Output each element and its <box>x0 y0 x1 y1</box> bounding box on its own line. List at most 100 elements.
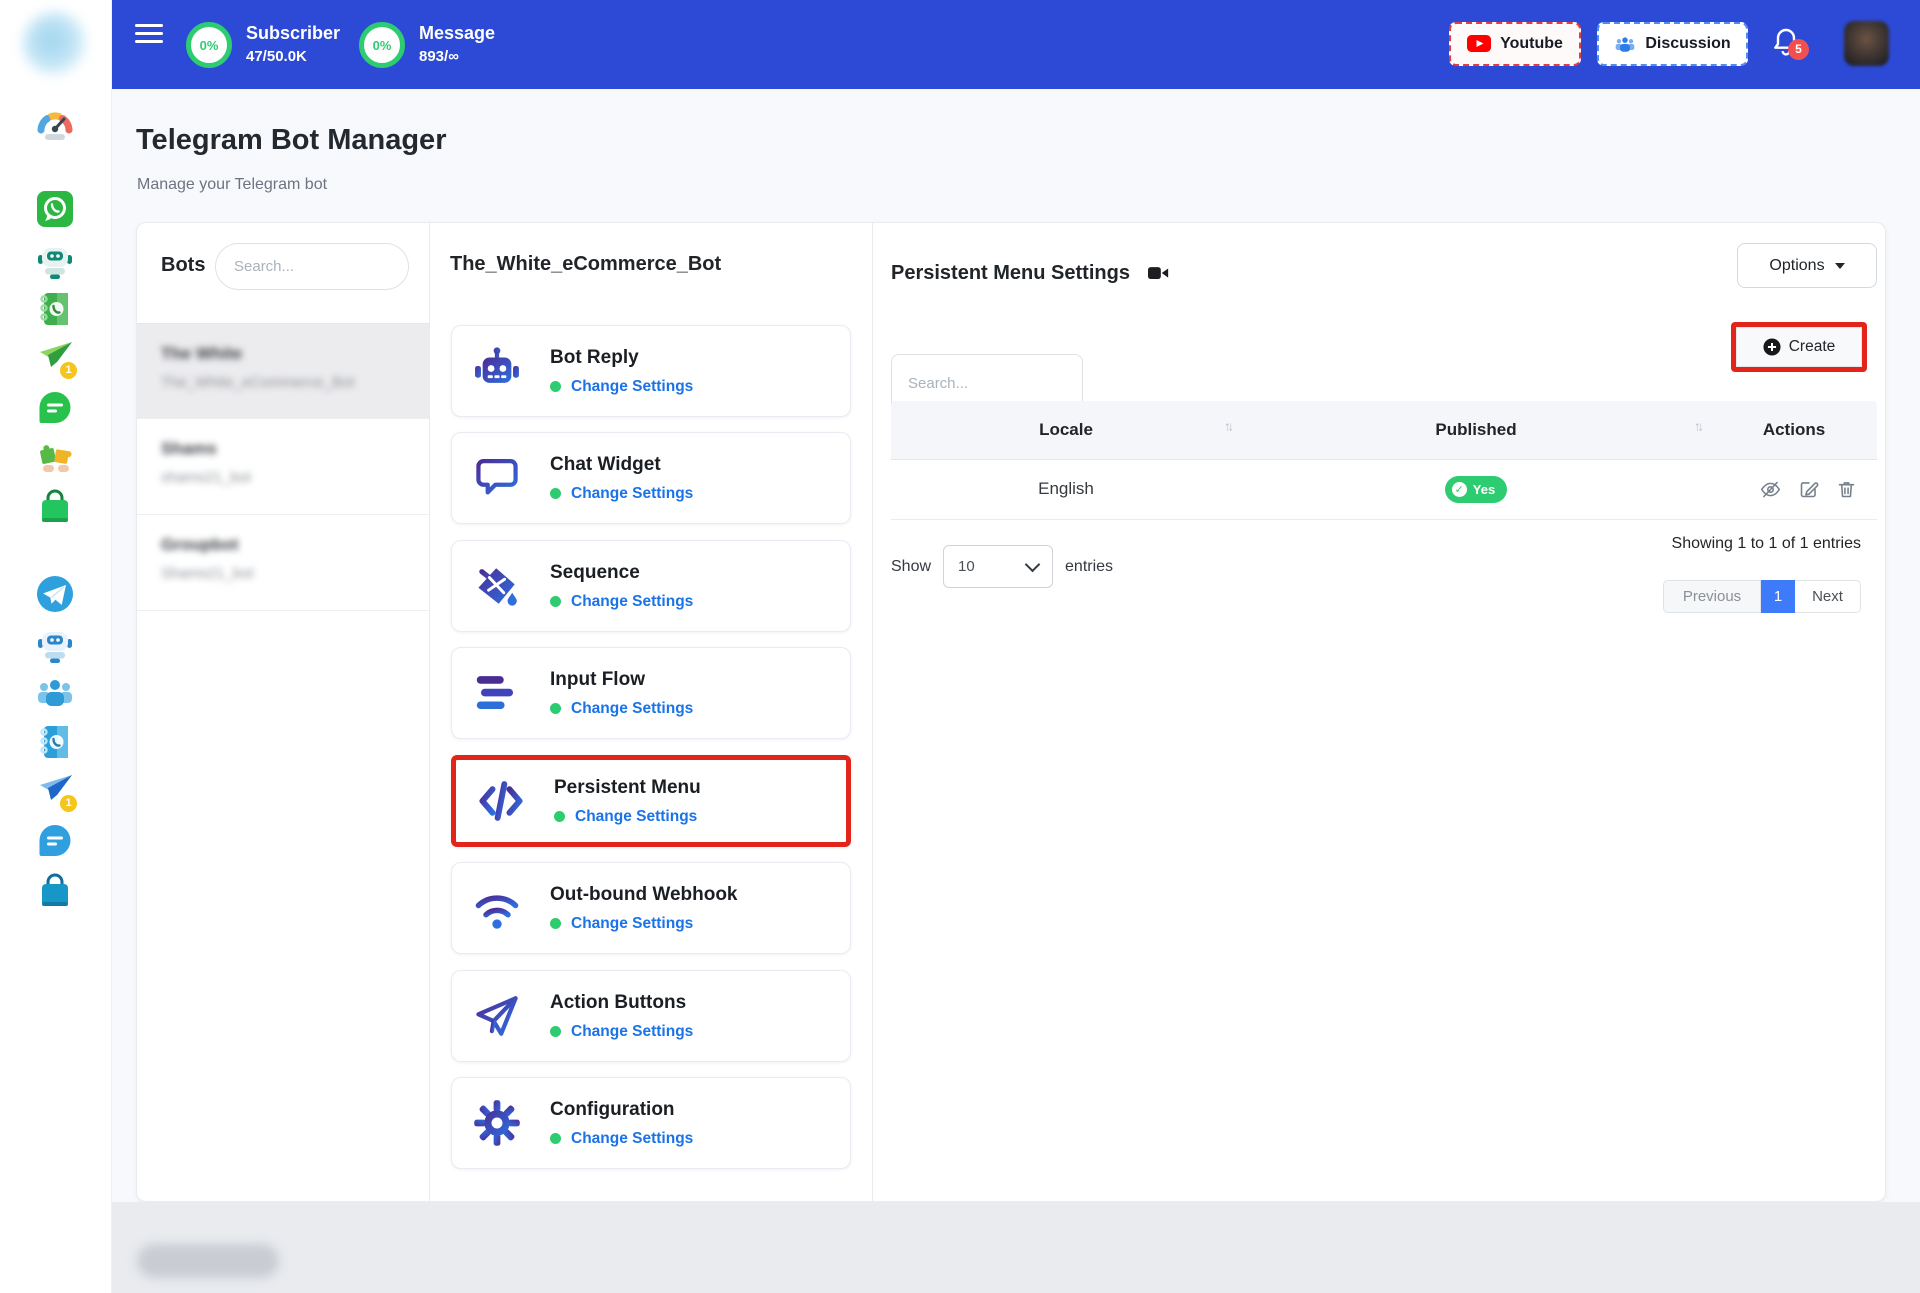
published-cell: ✓ Yes <box>1241 475 1711 503</box>
card-title: Persistent Menu <box>554 776 701 798</box>
bot-username: shams21_bot <box>161 469 252 486</box>
table-header: Locale ↑↓ Published ↑↓ Actions <box>891 401 1877 460</box>
hamburger-menu-icon[interactable] <box>135 24 163 46</box>
telegram-chat-icon[interactable] <box>35 821 75 861</box>
selected-bot-title: The_White_eCommerce_Bot <box>450 253 722 275</box>
column-divider <box>429 223 430 1201</box>
telegram-icon[interactable] <box>35 574 75 614</box>
change-settings-link[interactable]: Change Settings <box>571 377 694 395</box>
subscriber-label: Subscriber <box>246 23 341 43</box>
notification-count-badge: 5 <box>1788 39 1809 60</box>
chevron-down-icon <box>1024 556 1041 573</box>
sort-icon[interactable]: ↑↓ <box>1694 418 1704 434</box>
options-button[interactable]: Options <box>1737 243 1877 288</box>
whatsapp-contacts-icon[interactable] <box>35 289 75 329</box>
telegram-broadcast-icon[interactable]: 1 <box>35 770 77 812</box>
whatsapp-chat-icon[interactable] <box>35 388 75 428</box>
telegram-contacts-icon[interactable] <box>35 722 75 762</box>
configuration-card[interactable]: Configuration Change Settings <box>451 1077 851 1169</box>
check-icon: ✓ <box>1451 481 1467 497</box>
youtube-button[interactable]: Youtube <box>1449 22 1581 66</box>
change-settings-link[interactable]: Change Settings <box>571 914 694 932</box>
column-divider <box>872 223 873 1201</box>
change-settings-link[interactable]: Change Settings <box>575 807 698 825</box>
settings-panel-title: Persistent Menu Settings <box>891 262 1170 285</box>
status-dot <box>554 811 565 822</box>
pagination-previous-button[interactable]: Previous <box>1663 580 1761 613</box>
message-value: 893/∞ <box>419 48 459 65</box>
table-row: English ✓ Yes <box>891 459 1877 520</box>
whatsapp-broadcast-icon[interactable]: 1 <box>35 337 77 379</box>
hide-eye-slash-icon[interactable] <box>1760 479 1781 500</box>
edit-pencil-icon[interactable] <box>1798 479 1819 500</box>
page-size-select[interactable]: 10 <box>943 545 1054 588</box>
pagination-next-button[interactable]: Next <box>1795 580 1861 613</box>
sequence-bucket-icon <box>478 568 517 606</box>
delete-trash-icon[interactable] <box>1836 479 1857 500</box>
input-flow-card[interactable]: Input Flow Change Settings <box>451 647 851 739</box>
bot-list-item[interactable]: Shams shams21_bot <box>137 419 429 515</box>
subscriber-percent: 0% <box>199 37 219 53</box>
plus-circle-icon <box>1763 338 1781 356</box>
bots-search-input[interactable] <box>215 243 409 290</box>
column-header-locale: Locale ↑↓ <box>1039 418 1234 439</box>
action-buttons-plane-icon <box>476 996 518 1036</box>
app-icon-sidebar: 1 1 <box>0 0 112 1293</box>
change-settings-link[interactable]: Change Settings <box>571 1129 694 1147</box>
dashboard-gauge-icon[interactable] <box>35 104 75 144</box>
subscriber-progress-ring: 0% <box>186 22 232 68</box>
video-camera-icon[interactable] <box>1147 265 1170 282</box>
telegram-bot-icon[interactable] <box>35 625 75 665</box>
broadcast-count-badge: 1 <box>60 795 77 812</box>
user-avatar[interactable] <box>1844 21 1889 66</box>
integration-puzzle-icon[interactable] <box>35 437 75 477</box>
card-title: Configuration <box>550 1098 675 1120</box>
bot-username: Shams21_bot <box>161 565 254 582</box>
pagination: Previous 1 Next <box>1663 580 1861 613</box>
create-button-highlight-box: Create <box>1731 322 1867 372</box>
persistent-menu-card-highlighted[interactable]: Persistent Menu Change Settings <box>451 755 851 847</box>
message-progress-ring: 0% <box>359 22 405 68</box>
sort-icon[interactable]: ↑↓ <box>1224 418 1234 434</box>
notification-bell-icon[interactable]: 5 <box>1770 26 1809 63</box>
change-settings-link[interactable]: Change Settings <box>571 484 694 502</box>
change-settings-link[interactable]: Change Settings <box>571 699 694 717</box>
telegram-group-icon[interactable] <box>35 672 75 712</box>
telegram-shop-icon[interactable] <box>35 871 75 911</box>
chat-widget-card[interactable]: Chat Widget Change Settings <box>451 432 851 524</box>
outbound-webhook-card[interactable]: Out-bound Webhook Change Settings <box>451 862 851 954</box>
page-size-row: Show 10 entries <box>891 545 1113 588</box>
change-settings-link[interactable]: Change Settings <box>571 1022 694 1040</box>
broadcast-count-badge: 1 <box>60 362 77 379</box>
persistent-menu-code-icon <box>479 781 523 821</box>
footer-strip <box>111 1202 1920 1293</box>
pagination-page-1-button[interactable]: 1 <box>1761 580 1795 613</box>
bot-reply-card[interactable]: Bot Reply Change Settings <box>451 325 851 417</box>
bot-name: Groupbot <box>161 535 239 554</box>
status-dot <box>550 488 561 499</box>
youtube-icon <box>1467 35 1492 52</box>
status-dot <box>550 1133 561 1144</box>
webhook-wifi-icon <box>475 895 519 929</box>
status-dot <box>550 918 561 929</box>
whatsapp-shop-icon[interactable] <box>35 487 75 527</box>
show-label: Show <box>891 557 932 575</box>
card-title: Out-bound Webhook <box>550 883 738 905</box>
configuration-gear-icon <box>474 1100 520 1146</box>
bot-list-item[interactable]: Groupbot Shams21_bot <box>137 515 429 611</box>
bot-manager-card: Bots The White The_White_eCommerce_Bot S… <box>136 222 1886 1202</box>
discussion-button[interactable]: Discussion <box>1597 22 1748 66</box>
options-label: Options <box>1769 256 1825 274</box>
bot-username: The_White_eCommerce_Bot <box>161 374 355 391</box>
create-button[interactable]: Create <box>1736 327 1862 367</box>
action-buttons-card[interactable]: Action Buttons Change Settings <box>451 970 851 1062</box>
sequence-card[interactable]: Sequence Change Settings <box>451 540 851 632</box>
status-dot <box>550 381 561 392</box>
card-title: Chat Widget <box>550 453 661 475</box>
discussion-label: Discussion <box>1645 35 1731 52</box>
whatsapp-icon[interactable] <box>35 189 75 229</box>
whatsapp-bot-icon[interactable] <box>35 241 75 281</box>
bot-list-item-selected[interactable]: The White The_White_eCommerce_Bot <box>137 323 429 419</box>
change-settings-link[interactable]: Change Settings <box>571 592 694 610</box>
